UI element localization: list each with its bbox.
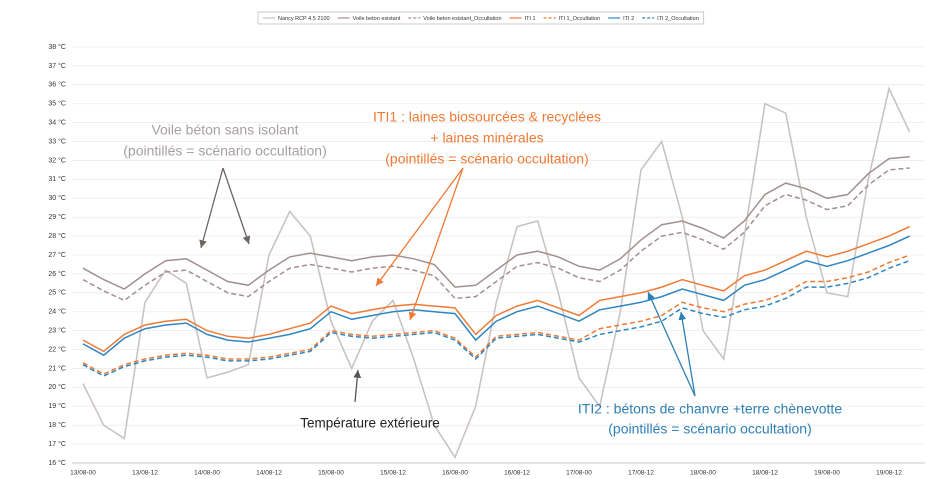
y-tick-label: 30 °C — [48, 194, 66, 202]
x-tick-label: 16/08-12 — [504, 470, 530, 477]
x-tick-label: 14/08-12 — [256, 470, 282, 477]
x-tick-label: 15/08-00 — [318, 470, 344, 477]
x-tick-label: 13/08-12 — [132, 470, 158, 477]
y-tick-label: 36 °C — [48, 81, 66, 89]
legend-label: Voile beton existant — [353, 16, 401, 22]
y-tick-label: 32 °C — [48, 156, 66, 164]
x-tick-label: 18/08-12 — [752, 470, 778, 477]
y-tick-label: 22 °C — [48, 345, 66, 353]
arrow — [375, 167, 464, 287]
series-line — [82, 225, 911, 353]
x-tick-label: 19/08-00 — [814, 470, 840, 477]
series-line — [82, 155, 910, 290]
legend: Nancy RCP 4.5 2100 Voile beton existant Vo… — [257, 11, 705, 25]
y-tick-label: 18 °C — [48, 421, 66, 429]
arrow — [353, 369, 362, 403]
legend-label: ITI 1_Occultation — [559, 16, 601, 22]
legend-box — [257, 11, 705, 25]
series-line — [82, 235, 911, 357]
y-tick-label: 21 °C — [48, 364, 66, 372]
annotation: (pointillés = scénario occultation) — [608, 421, 812, 437]
x-tick-label: 13/08-00 — [70, 470, 96, 477]
arrow — [678, 311, 696, 397]
x-tick-label: 17/08-00 — [566, 470, 592, 477]
y-tick-label: 19 °C — [48, 402, 66, 410]
x-tick-label: 15/08-12 — [380, 470, 406, 477]
series-line — [82, 167, 910, 302]
legend-label: ITI 2 — [623, 16, 634, 22]
arrow — [408, 167, 464, 321]
x-tick-label: 18/08-00 — [690, 470, 716, 477]
arrows — [199, 167, 696, 403]
legend-label: ITI 2_Occultation — [657, 16, 699, 22]
annotation: (pointillés = scénario occultation) — [385, 151, 589, 167]
x-tick-label: 14/08-00 — [194, 470, 220, 477]
annotation: + laines minérales — [430, 130, 543, 146]
arrow — [222, 167, 251, 245]
y-tick-label: 33 °C — [48, 137, 66, 145]
x-tick-label: 19/08-12 — [876, 470, 902, 477]
y-tick-label: 28 °C — [48, 232, 66, 240]
legend-label: Voile beton existant_Occultation — [423, 16, 501, 22]
annotation: ITI2 : bétons de chanvre +terre chènevot… — [578, 401, 842, 417]
legend-label: ITI 1 — [525, 16, 536, 22]
annotations: Voile béton sans isolant (pointillés = sc… — [123, 109, 842, 437]
y-tick-label: 27 °C — [48, 251, 66, 259]
plot-lines — [82, 86, 911, 460]
y-tick-label: 29 °C — [48, 213, 66, 221]
y-tick-label: 31 °C — [48, 175, 66, 183]
y-tick-label: 23 °C — [48, 326, 66, 334]
y-tick-label: 38 °C — [48, 43, 66, 51]
y-tick-label: 37 °C — [48, 62, 66, 70]
y-tick-label: 24 °C — [48, 308, 66, 316]
y-tick-label: 25 °C — [48, 289, 66, 297]
x-tick-label: 17/08-12 — [628, 470, 654, 477]
series-line — [82, 254, 910, 375]
legend-label: Nancy RCP 4.5 2100 — [278, 16, 330, 22]
arrow — [199, 167, 224, 249]
annotation: (pointillés = scénario occultation) — [123, 143, 327, 159]
series-line — [82, 259, 910, 377]
annotation: Température extérieure — [300, 416, 440, 431]
arrow — [647, 291, 696, 397]
y-tick-label: 26 °C — [48, 270, 66, 278]
series-line — [82, 86, 911, 460]
y-tick-label: 17 °C — [48, 440, 66, 448]
annotation: Voile béton sans isolant — [151, 122, 298, 138]
annotation: ITI1 : laines biosourcées & recyclées — [373, 109, 601, 125]
y-tick-label: 34 °C — [48, 118, 66, 126]
y-tick-label: 35 °C — [48, 100, 66, 108]
x-tick-label: 16/08-00 — [442, 470, 468, 477]
y-tick-label: 16 °C — [48, 459, 66, 467]
y-tick-label: 20 °C — [48, 383, 66, 391]
